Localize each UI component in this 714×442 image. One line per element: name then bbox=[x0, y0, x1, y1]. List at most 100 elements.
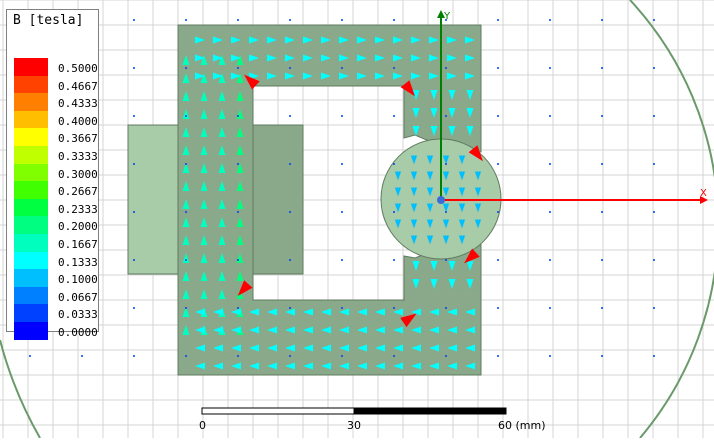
flux-arrow bbox=[411, 36, 421, 44]
air-vector-dot bbox=[185, 307, 187, 309]
flux-arrow bbox=[182, 217, 190, 227]
flux-arrow bbox=[339, 308, 349, 316]
legend-value: 0.0333 bbox=[58, 308, 98, 322]
air-vector-dot bbox=[497, 115, 499, 117]
color-legend[interactable]: B [tesla] 0.5000 0.4667 0.4333 0.4000 0.3667… bbox=[6, 9, 99, 340]
air-vector-dot bbox=[549, 19, 551, 21]
flux-arrow bbox=[218, 235, 226, 245]
flux-arrow bbox=[267, 326, 277, 334]
air-vector-dot bbox=[601, 115, 603, 117]
flux-arrow bbox=[231, 344, 241, 352]
flux-arrow bbox=[182, 199, 190, 209]
flux-arrow bbox=[236, 217, 244, 227]
flux-arrow bbox=[466, 108, 474, 118]
air-vector-dot bbox=[185, 115, 187, 117]
air-vector-dot bbox=[289, 355, 291, 357]
flux-arrow bbox=[426, 155, 434, 165]
flux-arrow bbox=[430, 279, 438, 289]
air-vector-dot bbox=[393, 307, 395, 309]
flux-arrow bbox=[182, 325, 190, 335]
flux-arrow bbox=[231, 72, 241, 80]
air-vector-dot bbox=[289, 115, 291, 117]
flux-arrow bbox=[213, 362, 223, 370]
flux-arrow bbox=[430, 261, 438, 271]
flux-arrow bbox=[458, 235, 466, 245]
legend-swatch bbox=[14, 93, 48, 112]
legend-swatch bbox=[14, 110, 48, 129]
legend-entry: 0.0667 bbox=[14, 286, 98, 305]
air-vector-dot bbox=[341, 259, 343, 261]
flux-arrow bbox=[195, 54, 205, 62]
flux-arrow bbox=[213, 308, 223, 316]
flux-arrow bbox=[303, 308, 313, 316]
flux-arrow bbox=[303, 362, 313, 370]
flux-arrow bbox=[410, 203, 418, 213]
flux-arrow bbox=[200, 145, 208, 155]
air-vector-dot bbox=[341, 307, 343, 309]
flux-arrow bbox=[412, 279, 420, 289]
flux-arrow bbox=[339, 326, 349, 334]
legend-value: 0.0667 bbox=[58, 290, 98, 304]
legend-value: 0.4667 bbox=[58, 79, 98, 93]
flux-arrow bbox=[285, 344, 295, 352]
flux-arrow bbox=[231, 54, 241, 62]
legend-entry: 0.1667 bbox=[14, 234, 98, 252]
flux-arrow bbox=[426, 219, 434, 229]
air-vector-dot bbox=[185, 211, 187, 213]
air-vector-dot bbox=[133, 211, 135, 213]
air-vector-dot bbox=[653, 355, 655, 357]
y-axis-label: Y bbox=[443, 11, 451, 22]
air-vector-dot bbox=[653, 67, 655, 69]
legend-entry: 0.0333 bbox=[14, 304, 98, 323]
flux-arrow bbox=[200, 55, 208, 65]
flux-arrow bbox=[218, 199, 226, 209]
flux-arrow bbox=[393, 308, 403, 316]
flux-arrow bbox=[249, 344, 259, 352]
flux-arrow bbox=[236, 199, 244, 209]
flux-arrow bbox=[339, 72, 349, 80]
flux-arrow bbox=[200, 217, 208, 227]
air-vector-dot bbox=[445, 19, 447, 21]
flux-arrow bbox=[285, 36, 295, 44]
flux-arrow bbox=[474, 203, 482, 213]
flux-arrow bbox=[429, 308, 439, 316]
flux-arrow bbox=[410, 235, 418, 245]
flux-arrow bbox=[195, 326, 205, 334]
flux-arrow bbox=[447, 308, 457, 316]
flux-arrow bbox=[357, 344, 367, 352]
flux-arrow bbox=[339, 54, 349, 62]
flux-arrow bbox=[195, 344, 205, 352]
flux-arrow bbox=[249, 326, 259, 334]
flux-arrow bbox=[218, 127, 226, 137]
flux-arrow bbox=[465, 308, 475, 316]
air-vector-dot bbox=[289, 19, 291, 21]
flux-arrow bbox=[393, 36, 403, 44]
flux-arrow bbox=[218, 271, 226, 281]
flux-arrow bbox=[375, 344, 385, 352]
flux-arrow bbox=[357, 308, 367, 316]
flux-arrow bbox=[442, 203, 450, 213]
air-region-boundary bbox=[629, 0, 714, 439]
air-vector-dot bbox=[393, 115, 395, 117]
flux-arrow bbox=[410, 171, 418, 181]
air-vector-dot bbox=[653, 259, 655, 261]
flux-arrow bbox=[412, 108, 420, 118]
air-vector-dot bbox=[445, 163, 447, 165]
legend-swatch bbox=[14, 234, 48, 252]
flux-arrow bbox=[442, 187, 450, 197]
flux-arrow bbox=[394, 187, 402, 197]
air-vector-dot bbox=[185, 259, 187, 261]
flux-arrow bbox=[303, 344, 313, 352]
flux-arrow bbox=[339, 362, 349, 370]
air-vector-dot bbox=[497, 19, 499, 21]
flux-arrow bbox=[458, 203, 466, 213]
air-vector-dot bbox=[393, 163, 395, 165]
legend-swatch bbox=[14, 146, 48, 164]
flux-arrow bbox=[213, 36, 223, 44]
legend-value: 0.1000 bbox=[58, 273, 98, 287]
flux-arrow bbox=[182, 109, 190, 119]
legend-swatch bbox=[14, 322, 48, 340]
flux-arrow bbox=[466, 126, 474, 136]
